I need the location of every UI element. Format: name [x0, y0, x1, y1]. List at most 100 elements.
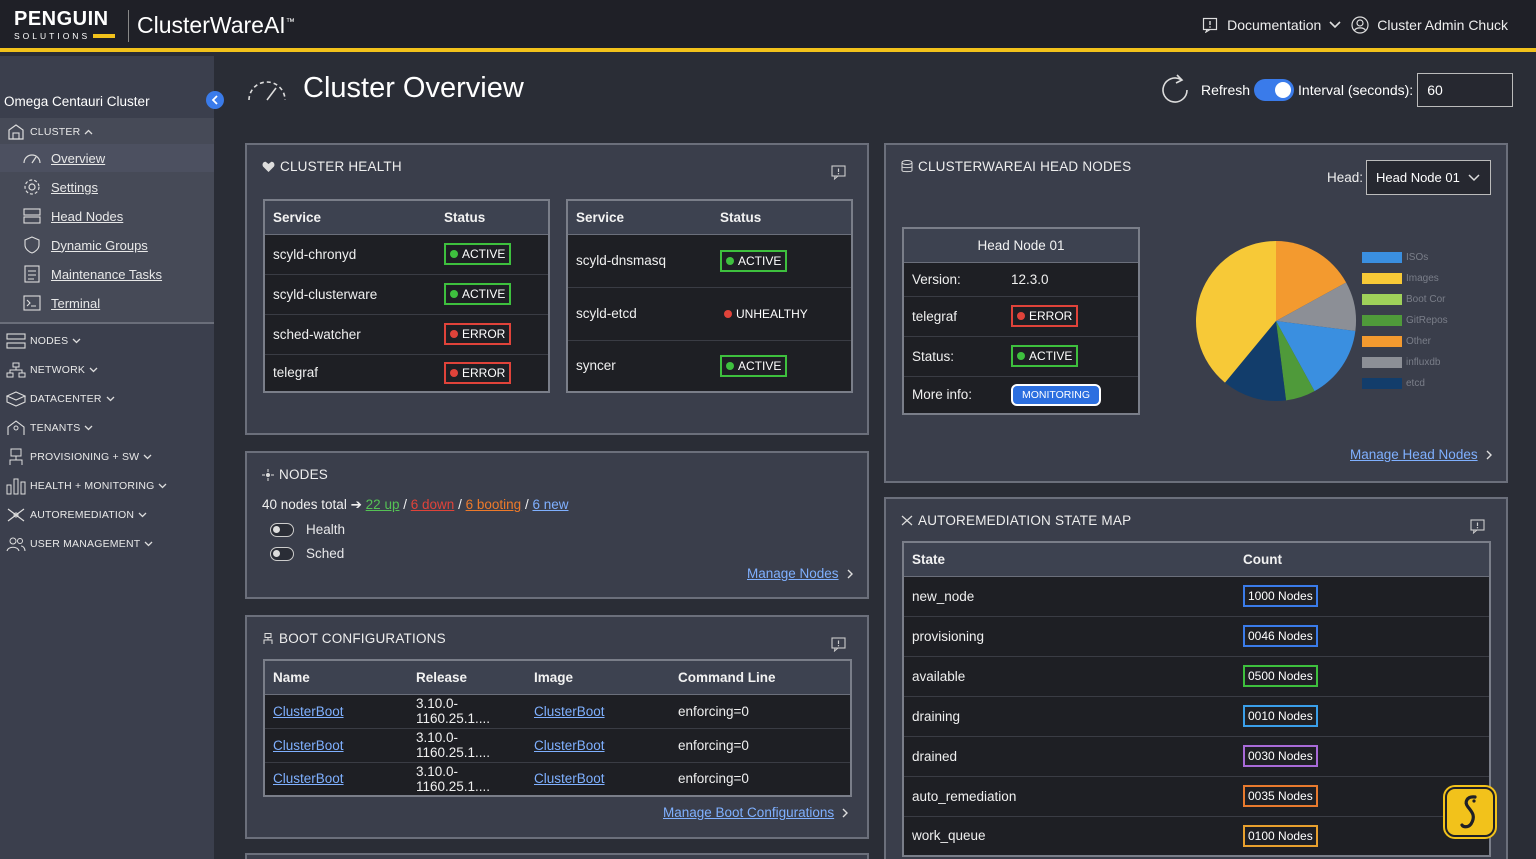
manage-nodes-link[interactable]: Manage Nodes [747, 566, 855, 581]
status-badge: ACTIVE [720, 354, 788, 377]
building-icon [5, 123, 27, 141]
sidebar-section-health-monitoring[interactable]: HEALTH + MONITORING [0, 477, 167, 495]
legend-item[interactable]: Boot Cor [1362, 289, 1448, 310]
legend-item[interactable]: ISOs [1362, 247, 1448, 268]
autoremediation-icon [901, 515, 913, 526]
legend-item[interactable]: etcd [1362, 373, 1448, 394]
sidebar-section-user-management[interactable]: USER MANAGEMENT [0, 535, 153, 553]
count-badge[interactable]: 0010 Nodes [1243, 705, 1318, 727]
provisioning-icon [5, 448, 27, 466]
nodes-down-link[interactable]: 6 down [410, 497, 455, 512]
sidebar-section-autoremediation[interactable]: AUTOREMEDIATION [0, 506, 147, 524]
head-nodes-panel: CLUSTERWAREAI HEAD NODES Head: Head Node… [884, 143, 1508, 483]
pie-slice-influxdb[interactable] [1276, 282, 1356, 332]
legend-label: Other [1406, 336, 1432, 347]
app-name: ClusterWareAI™ [137, 12, 295, 38]
count-badge[interactable]: 0046 Nodes [1243, 625, 1318, 647]
legend-swatch [1362, 294, 1402, 305]
chevron-down-icon[interactable] [1329, 21, 1341, 29]
boot-image-link[interactable]: ClusterBoot [534, 703, 605, 719]
chevron-up-icon [84, 129, 93, 135]
legend-item[interactable]: Images [1362, 268, 1448, 289]
sidebar-section-datacenter[interactable]: DATACENTER [0, 390, 115, 408]
legend-item[interactable]: Other [1362, 331, 1448, 352]
next-panel-edge [245, 853, 869, 859]
boot-configurations-table: Name Release Image Command Line ClusterB… [263, 659, 852, 797]
boot-name-link[interactable]: ClusterBoot [273, 771, 344, 787]
autoremediation-title: AUTOREMEDIATION STATE MAP [918, 513, 1132, 528]
nodes-title: NODES [279, 467, 329, 482]
logo-main-text: PENGUIN [14, 8, 109, 30]
logo-sub-text: SOLUTIONS [14, 31, 91, 41]
sidebar-item-terminal[interactable]: Terminal [0, 289, 214, 317]
pie-slice-isos[interactable] [1276, 321, 1356, 392]
help-icon[interactable] [831, 637, 847, 653]
service-name: syncer [567, 339, 712, 392]
monitoring-button[interactable]: MONITORING [1011, 383, 1102, 406]
sidebar-section-tenants[interactable]: TENANTS [0, 419, 93, 437]
pie-slice-etcd[interactable] [1225, 321, 1287, 401]
sidebar-item-overview[interactable]: Overview [0, 144, 214, 172]
refresh-icon[interactable] [1157, 72, 1193, 108]
boot-image-link[interactable]: ClusterBoot [534, 771, 605, 787]
penguin-logo[interactable]: PENGUIN SOLUTIONS [14, 9, 118, 41]
column-header-status: Status [712, 200, 852, 235]
sidebar-item-maintenance-tasks[interactable]: Maintenance Tasks [0, 260, 214, 288]
count-badge[interactable]: 0100 Nodes [1243, 824, 1318, 847]
status-badge: UNHEALTHY [720, 303, 812, 325]
help-icon[interactable] [1470, 519, 1486, 535]
status-badge: ACTIVE [444, 243, 512, 265]
sidebar-item-settings[interactable]: Settings [0, 173, 214, 201]
nodes-panel: NODES 40 nodes total ➔ 22 up / 6 down / … [245, 451, 869, 599]
pie-slice-images[interactable] [1196, 241, 1276, 383]
top-bar: PENGUIN SOLUTIONS ClusterWareAI™ Documen… [0, 0, 1536, 52]
gear-icon [21, 178, 43, 196]
sidebar-collapse-button[interactable] [206, 91, 224, 109]
boot-image-link[interactable]: ClusterBoot [534, 737, 605, 753]
sched-toggle[interactable] [270, 546, 294, 561]
service-name: sched-watcher [264, 313, 436, 354]
documentation-menu[interactable]: Documentation [1227, 17, 1322, 33]
boot-name-link[interactable]: ClusterBoot [273, 737, 344, 753]
refresh-toggle[interactable] [1254, 79, 1295, 101]
state-name: available [903, 655, 1235, 696]
penguin-assistant-icon [1460, 795, 1477, 829]
nodes-up-link[interactable]: 22 up [365, 497, 400, 512]
legend-item[interactable]: GitRepos [1362, 310, 1448, 331]
nodes-new-link[interactable]: 6 new [532, 497, 569, 512]
manage-boot-configurations-link[interactable]: Manage Boot Configurations [663, 805, 850, 820]
legend-swatch [1362, 357, 1402, 368]
assistant-button[interactable] [1445, 787, 1495, 837]
legend-label: GitRepos [1406, 315, 1448, 326]
status-badge: ERROR [444, 361, 512, 384]
sidebar-section-nodes[interactable]: NODES [0, 332, 81, 350]
legend-item[interactable]: influxdb [1362, 352, 1448, 373]
chevron-down-icon [106, 396, 115, 402]
status-badge: ACTIVE [1011, 345, 1079, 367]
sidebar-section-provisioning[interactable]: PROVISIONING + SW [0, 448, 152, 466]
sidebar-section-cluster[interactable]: CLUSTER [0, 123, 93, 141]
help-icon[interactable] [831, 165, 847, 181]
sidebar-item-dynamic-groups[interactable]: Dynamic Groups [0, 231, 214, 259]
service-name: scyld-dnsmasq [567, 233, 712, 287]
column-header-name: Name [264, 660, 408, 695]
cluster-section-block: CLUSTER Overview Settings Head Nodes Dyn… [0, 118, 214, 324]
head-node-select[interactable]: Head Node 01 [1366, 160, 1491, 195]
count-badge[interactable]: 0500 Nodes [1243, 665, 1318, 687]
pie-slice-other[interactable] [1276, 241, 1347, 321]
count-badge[interactable]: 0035 Nodes [1243, 785, 1318, 807]
legend-label: influxdb [1406, 357, 1441, 368]
health-toggle[interactable] [270, 522, 294, 537]
boot-name-link[interactable]: ClusterBoot [273, 703, 344, 719]
pie-slice-gitrepos[interactable] [1276, 321, 1315, 401]
manage-head-nodes-link[interactable]: Manage Head Nodes [1350, 447, 1494, 462]
service-name: scyld-chronyd [264, 233, 436, 274]
count-badge[interactable]: 1000 Nodes [1243, 585, 1318, 607]
user-menu[interactable]: Cluster Admin Chuck [1377, 17, 1508, 33]
sidebar-item-head-nodes[interactable]: Head Nodes [0, 202, 214, 230]
count-badge[interactable]: 0030 Nodes [1243, 745, 1318, 767]
interval-input[interactable] [1417, 73, 1514, 107]
sidebar-section-network[interactable]: NETWORK [0, 361, 98, 379]
nodes-booting-link[interactable]: 6 booting [465, 497, 522, 512]
gauge-icon [246, 76, 288, 107]
